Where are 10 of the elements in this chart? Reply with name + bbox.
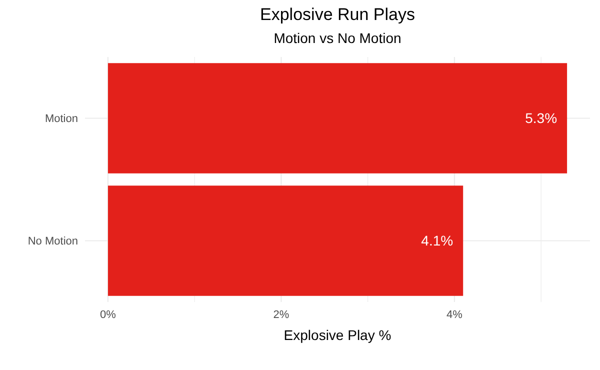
x-tick-label: 0%: [100, 309, 116, 321]
x-tick-label: 2%: [273, 309, 290, 321]
x-axis-title: Explosive Play %: [284, 327, 392, 343]
y-tick-label: Motion: [44, 113, 78, 126]
chart-subtitle: Motion vs No Motion: [274, 30, 402, 46]
data-label: 4.1%: [421, 232, 454, 249]
data-label: 5.3%: [525, 110, 558, 126]
y-tick-label: No Motion: [28, 236, 78, 248]
chart-title: Explosive Run Plays: [260, 5, 415, 24]
x-tick-label: 4%: [446, 309, 463, 321]
